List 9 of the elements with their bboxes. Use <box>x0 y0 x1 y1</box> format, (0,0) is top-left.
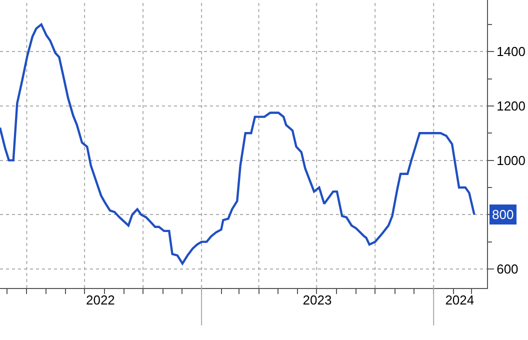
y-tick-label: 1000 <box>496 152 526 168</box>
annotation: 800 <box>492 207 514 222</box>
y-tick-label: 600 <box>496 262 518 277</box>
x-tick-label: 2022 <box>86 292 115 308</box>
y-tick-label: 1200 <box>496 98 526 114</box>
y-tick-label: 1400 <box>496 44 526 60</box>
x-tick-label: 2024 <box>445 292 474 308</box>
x-tick-label: 2023 <box>302 292 332 308</box>
line-series <box>0 23 476 265</box>
